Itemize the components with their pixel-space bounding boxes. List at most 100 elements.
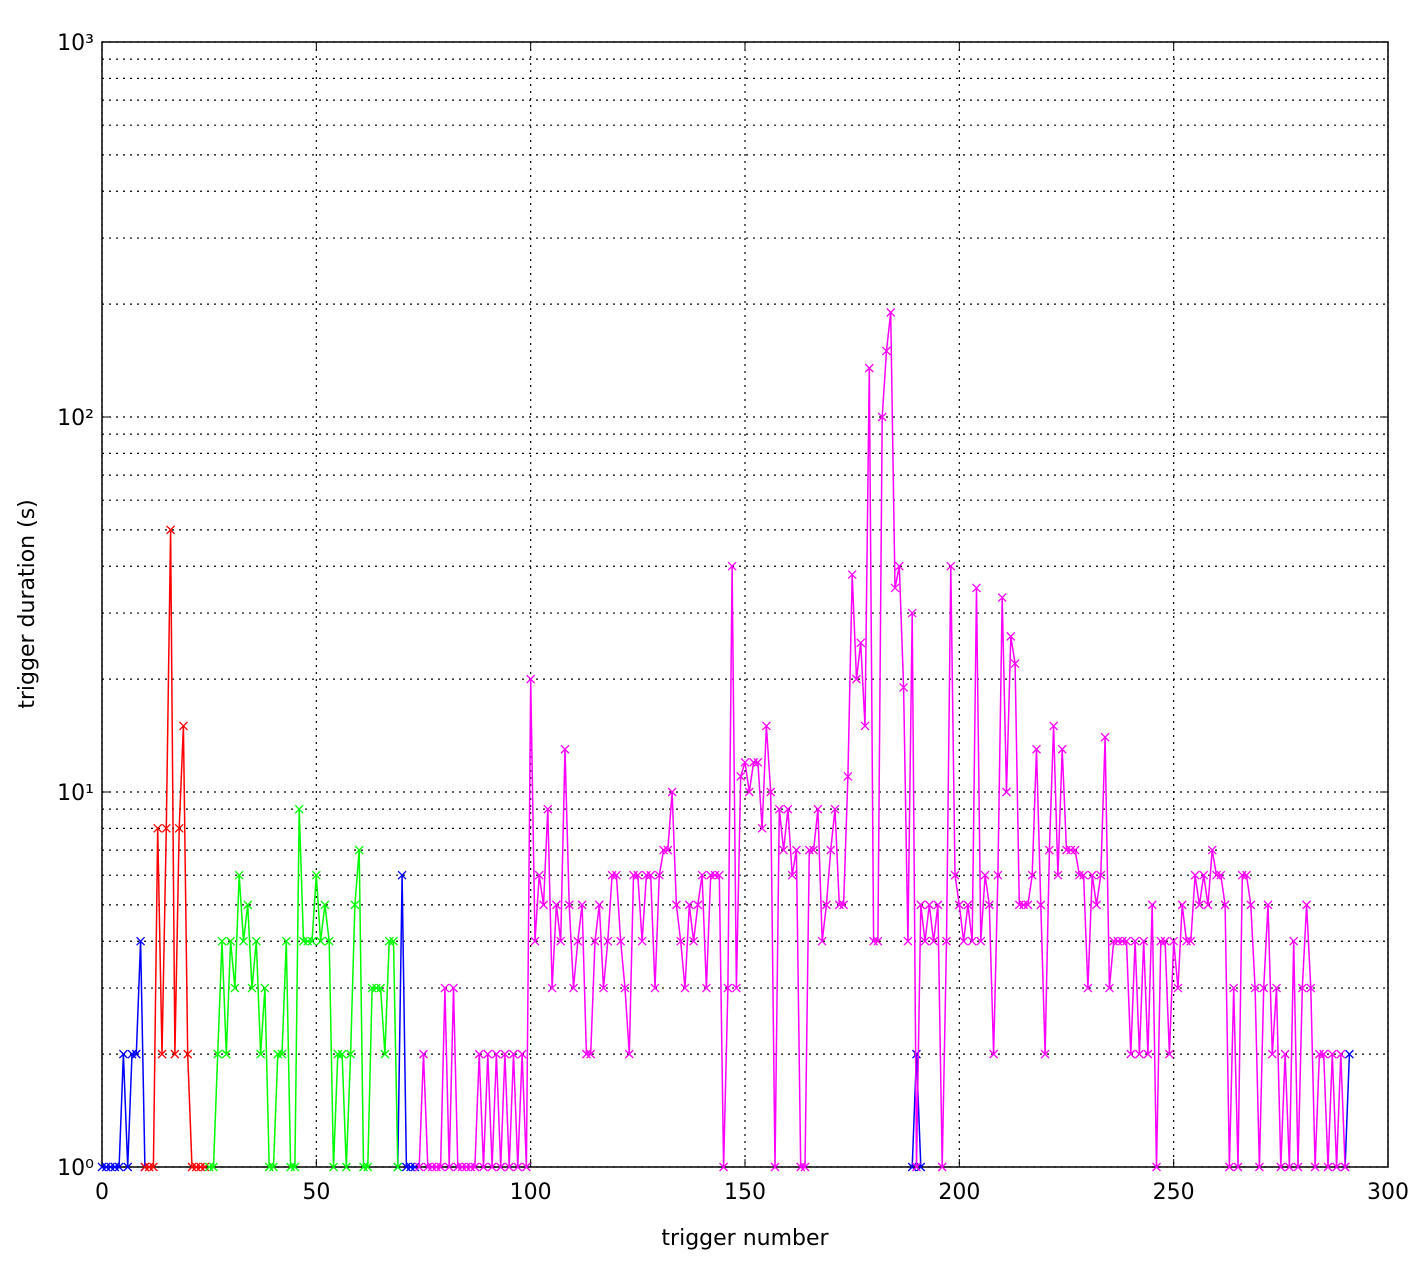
- point-marker: [406, 1162, 416, 1172]
- point-marker: [1019, 900, 1029, 910]
- point-marker: [800, 1162, 810, 1172]
- point-marker: [281, 936, 291, 946]
- point-marker: [736, 772, 746, 781]
- point-marker: [834, 900, 844, 910]
- point-marker: [693, 900, 703, 910]
- point-marker: [521, 1162, 531, 1172]
- point-marker: [264, 1162, 274, 1172]
- point-marker: [1023, 900, 1033, 910]
- point-marker: [1302, 900, 1312, 910]
- point-marker: [1212, 870, 1221, 880]
- point-marker: [1276, 1162, 1286, 1172]
- point-marker: [624, 1049, 634, 1059]
- point-marker: [470, 1162, 480, 1172]
- point-marker: [174, 823, 184, 833]
- point-marker: [1134, 1049, 1144, 1059]
- point-marker: [1199, 870, 1209, 880]
- point-marker: [320, 900, 330, 910]
- point-marker: [1044, 845, 1054, 855]
- point-marker: [1319, 1049, 1329, 1059]
- point-marker: [963, 900, 973, 910]
- point-marker: [920, 936, 930, 946]
- point-marker: [1182, 936, 1191, 946]
- point-marker: [684, 900, 694, 910]
- point-marker: [1216, 870, 1226, 880]
- point-marker: [1104, 983, 1114, 993]
- point-marker: [1164, 1049, 1174, 1059]
- point-marker: [419, 1049, 428, 1059]
- x-tick-label: 50: [302, 1180, 330, 1205]
- point-marker: [959, 936, 969, 946]
- point-marker: [1220, 900, 1230, 910]
- point-marker: [204, 1162, 214, 1172]
- point-marker: [414, 1162, 424, 1172]
- point-marker: [500, 1049, 510, 1059]
- point-marker: [337, 1049, 347, 1059]
- point-marker: [286, 1162, 296, 1172]
- point-marker: [251, 936, 261, 946]
- point-marker: [894, 561, 904, 571]
- point-marker: [294, 804, 304, 814]
- point-marker: [1190, 870, 1200, 880]
- point-marker: [1237, 870, 1247, 880]
- point-marker: [153, 823, 163, 833]
- point-marker: [1049, 721, 1059, 731]
- point-marker: [980, 870, 990, 880]
- point-marker: [710, 870, 720, 880]
- point-marker: [607, 870, 617, 880]
- point-marker: [860, 721, 870, 731]
- point-marker: [611, 870, 621, 880]
- point-marker: [333, 1049, 343, 1059]
- point-marker: [1332, 1162, 1342, 1172]
- point-marker: [183, 1049, 193, 1059]
- point-marker: [329, 1162, 338, 1172]
- point-marker: [1053, 870, 1063, 880]
- point-marker: [410, 1162, 420, 1172]
- x-tick-label: 300: [1367, 1180, 1409, 1205]
- point-marker: [916, 1162, 926, 1172]
- point-marker: [401, 1162, 411, 1172]
- point-marker: [1074, 870, 1084, 880]
- point-marker: [483, 1049, 493, 1059]
- point-marker: [436, 1162, 446, 1172]
- point-marker: [277, 1049, 287, 1059]
- point-marker: [101, 1162, 111, 1172]
- point-marker: [1006, 631, 1016, 641]
- point-marker: [826, 845, 836, 855]
- point-marker: [136, 936, 146, 946]
- point-marker: [774, 804, 784, 814]
- point-marker: [551, 900, 561, 910]
- point-marker: [474, 1049, 484, 1059]
- point-marker: [200, 1162, 210, 1172]
- point-marker: [1096, 870, 1106, 880]
- point-marker: [942, 936, 951, 946]
- point-marker: [839, 900, 849, 910]
- point-marker: [144, 1162, 154, 1172]
- x-tick-label: 200: [938, 1180, 980, 1205]
- point-marker: [706, 870, 716, 880]
- point-marker: [719, 1162, 729, 1172]
- point-marker: [1254, 1162, 1264, 1172]
- point-marker: [599, 983, 608, 993]
- point-marker: [1092, 900, 1101, 910]
- point-marker: [727, 561, 737, 571]
- point-marker: [564, 900, 574, 910]
- point-marker: [384, 936, 394, 946]
- point-marker: [1109, 936, 1119, 946]
- point-marker: [1143, 1049, 1153, 1059]
- point-marker: [110, 1162, 120, 1172]
- point-marker: [371, 983, 381, 993]
- point-marker: [1224, 1162, 1234, 1172]
- point-marker: [530, 936, 540, 946]
- point-marker: [1177, 900, 1187, 910]
- point-marker: [556, 936, 566, 946]
- point-marker: [1117, 936, 1127, 946]
- point-marker: [543, 804, 553, 814]
- point-marker: [907, 1162, 917, 1172]
- point-marker: [1250, 983, 1260, 993]
- point-marker: [311, 870, 321, 880]
- point-marker: [213, 1049, 223, 1059]
- point-marker: [260, 983, 270, 993]
- point-marker: [208, 1162, 218, 1172]
- x-tick-label: 250: [1153, 1180, 1195, 1205]
